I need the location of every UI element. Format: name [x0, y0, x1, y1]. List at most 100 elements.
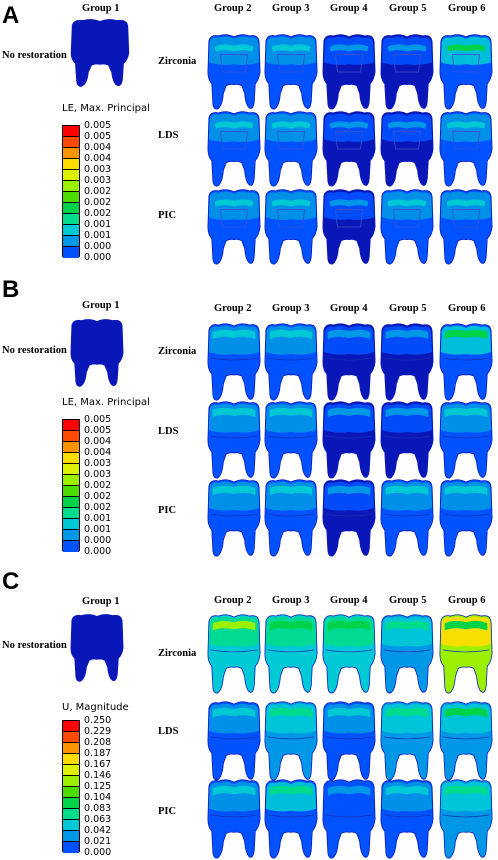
- fea-tooth-pic-group2: [207, 479, 261, 557]
- fea-tooth-pic-group2: [207, 779, 261, 859]
- legend-value: 0.002: [84, 491, 111, 502]
- group1-label: Group 1: [82, 3, 120, 14]
- legend-color-segment: [63, 820, 79, 831]
- legend-value: 0.004: [84, 436, 111, 447]
- legend-color-segment: [63, 431, 79, 442]
- row-label: LDS: [158, 726, 179, 737]
- legend-values: 0.250 0.229 0.208 0.187 0.167 0.146 0.125 0.104…: [84, 715, 144, 859]
- legend-value: 0.000: [84, 241, 111, 252]
- legend-value: 0.002: [84, 186, 111, 197]
- group-label: Group 4: [330, 595, 368, 606]
- legend-color-segment: [63, 831, 79, 842]
- legend-value: 0.002: [84, 208, 111, 219]
- group-label: Group 5: [389, 595, 427, 606]
- no-restoration-label: No restoration: [2, 345, 67, 356]
- legend-value-text: 0.002: [84, 208, 112, 219]
- legend-color-bar: [62, 125, 80, 258]
- legend-value: 0.002: [84, 197, 111, 208]
- row-label: PIC: [158, 806, 177, 817]
- legend-value-text: 0.001: [84, 230, 112, 241]
- panel-letter: B: [2, 276, 20, 303]
- legend-value-text: 0.004: [84, 142, 112, 153]
- legend-value-text: 0.000: [84, 847, 112, 858]
- legend-color-segment: [63, 148, 79, 159]
- fea-tooth-zirconia-group5: [380, 34, 434, 110]
- legend-color-segment: [63, 170, 79, 181]
- legend-value: 0.005: [84, 414, 111, 425]
- legend-title: LE, Max. Principal: [62, 397, 150, 408]
- legend-value-text: 0.003: [84, 164, 112, 175]
- group-label: Group 5: [389, 303, 427, 314]
- group-label: Group 2: [214, 303, 252, 314]
- legend-color-segment: [63, 530, 79, 541]
- legend-value: 0.125: [84, 781, 111, 792]
- legend-value: 0.004: [84, 142, 111, 153]
- fea-tooth-pic-group4: [322, 189, 376, 265]
- no-restoration-tooth: [70, 319, 124, 387]
- fea-tooth-zirconia-group4: [322, 34, 376, 110]
- legend-value-text: 0.003: [84, 175, 112, 186]
- fea-tooth-lds-group4: [322, 111, 376, 187]
- fea-tooth-pic-group3: [264, 479, 318, 557]
- no-restoration-tooth: [70, 19, 130, 87]
- legend-values: 0.005 0.005 0.004 0.004 0.003 0.003 0.002 0.002…: [84, 120, 144, 264]
- legend-value: 0.005: [84, 425, 111, 436]
- legend-color-segment: [63, 519, 79, 530]
- group-label: Group 2: [214, 595, 252, 606]
- fea-tooth-zirconia-group2: [207, 323, 261, 401]
- legend-value-text: 0.005: [84, 425, 112, 436]
- legend-value-text: 0.125: [84, 781, 112, 792]
- fea-tooth-zirconia-group4: [322, 323, 376, 401]
- legend-value-text: 0.000: [84, 241, 112, 252]
- fea-tooth-lds-group4: [322, 701, 376, 781]
- legend-color-segment: [63, 721, 79, 732]
- legend-color-segment: [63, 464, 79, 475]
- fea-tooth-pic-group6: [439, 189, 493, 265]
- legend-value-text: 0.002: [84, 186, 112, 197]
- legend-value-text: 0.187: [84, 748, 112, 759]
- legend-value: 0.042: [84, 825, 111, 836]
- legend-color-segment: [63, 475, 79, 486]
- fea-tooth-pic-group5: [380, 479, 434, 557]
- legend-value: 0.167: [84, 759, 111, 770]
- fea-tooth-lds-group3: [264, 701, 318, 781]
- fea-tooth-zirconia-group3: [264, 323, 318, 401]
- row-label: PIC: [158, 505, 177, 516]
- legend-value-text: 0.005: [84, 414, 112, 425]
- legend-value: 0.005: [84, 120, 111, 131]
- group1-label: Group 1: [82, 596, 120, 607]
- legend-color-bar: [62, 720, 80, 853]
- legend-values: 0.005 0.005 0.004 0.004 0.003 0.003 0.002 0.002…: [84, 414, 144, 558]
- legend-color-segment: [63, 497, 79, 508]
- no-restoration-label: No restoration: [2, 50, 67, 61]
- row-label: LDS: [158, 130, 179, 141]
- legend-value: 0.001: [84, 230, 111, 241]
- legend-value: 0.063: [84, 814, 111, 825]
- legend-value: 0.104: [84, 792, 111, 803]
- legend-color-bar: [62, 419, 80, 552]
- fea-tooth-zirconia-group3: [264, 34, 318, 110]
- row-label: Zirconia: [158, 648, 197, 659]
- legend-color-segment: [63, 798, 79, 809]
- legend-title: U, Magnitude: [62, 702, 129, 713]
- fea-tooth-pic-group5: [380, 779, 434, 859]
- legend-value: 0.000: [84, 535, 111, 546]
- legend-color-segment: [63, 137, 79, 148]
- legend-value-text: 0.229: [84, 726, 112, 737]
- legend-value-text: 0.001: [84, 513, 112, 524]
- legend-value-text: 0.004: [84, 153, 112, 164]
- fea-tooth-lds-group5: [380, 701, 434, 781]
- legend-value: 0.002: [84, 502, 111, 513]
- fea-tooth-pic-group3: [264, 779, 318, 859]
- group-label: Group 6: [448, 3, 486, 14]
- legend-value: 0.146: [84, 770, 111, 781]
- legend-value: 0.000: [84, 252, 111, 263]
- row-label: PIC: [158, 210, 177, 221]
- row-label: Zirconia: [158, 56, 197, 67]
- legend-value: 0.000: [84, 847, 111, 858]
- legend-value: 0.002: [84, 480, 111, 491]
- legend-value: 0.003: [84, 164, 111, 175]
- fea-tooth-lds-group3: [264, 401, 318, 479]
- legend-color-segment: [63, 842, 79, 853]
- no-restoration-tooth: [70, 614, 124, 682]
